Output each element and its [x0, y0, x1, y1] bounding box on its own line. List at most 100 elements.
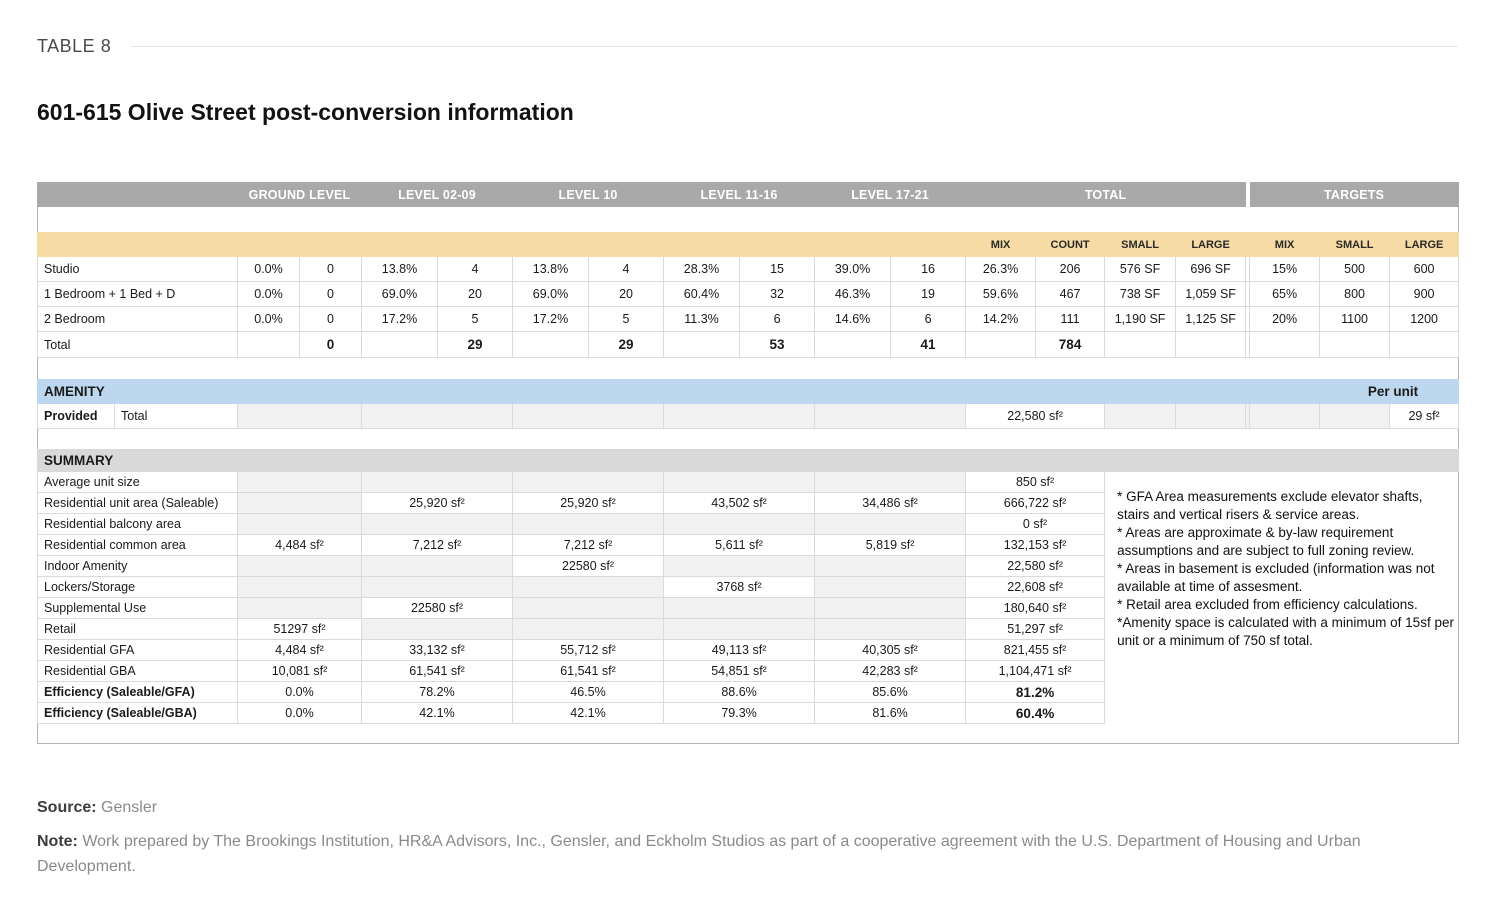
spacer-row [38, 207, 1459, 233]
total-count-cell: 53 [739, 331, 816, 358]
summary-row-label: Indoor Amenity [37, 555, 238, 577]
page-footer: Source: Gensler Note: Work prepared by T… [37, 796, 1382, 879]
footnote-line: * Areas are approximate & by-law require… [1117, 524, 1415, 558]
footnote-line: * Retail area excluded from efficiency c… [1117, 596, 1418, 612]
unit-count-cell: 19 [890, 281, 967, 307]
unit-type-label: 1 Bedroom + 1 Bed + D [37, 281, 238, 307]
unit-count-cell: 4 [588, 256, 665, 282]
targets-large-cell: 900 [1389, 281, 1460, 307]
note-line: Note: Work prepared by The Brookings Ins… [37, 830, 1382, 880]
summary-row-label: Residential common area [37, 534, 238, 556]
mix-pct-cell: 14.6% [814, 306, 892, 332]
amenity-per-unit-value: 29 sf² [1389, 403, 1460, 429]
summary-total-cell: 821,455 sf² [965, 639, 1106, 661]
targets-small-cell: 500 [1319, 256, 1391, 282]
unit-count-cell: 32 [739, 281, 816, 307]
total-count-cell: 111 [1035, 306, 1106, 332]
col-header-ground-level: GROUND LEVEL [237, 182, 362, 207]
report-page: TABLE 8 601-615 Olive Street post-conver… [36, 36, 1460, 879]
unit-count-cell: 6 [739, 306, 816, 332]
summary-total-cell: 22,580 sf² [965, 555, 1106, 577]
summary-row: Average unit size 850 sf² * GFA Area mea… [37, 471, 1459, 724]
mix-pct-cell: 69.0% [512, 281, 590, 307]
subheader-total-large: LARGE [1175, 232, 1247, 257]
table-number-label: TABLE 8 [37, 36, 112, 56]
total-small-cell: 576 SF [1104, 256, 1177, 282]
summary-row: Indoor Amenity 22580 sf² 22,580 sf² [37, 555, 1459, 577]
total-mix-cell: 59.6% [965, 281, 1037, 307]
summary-total-cell: 850 sf² [965, 471, 1106, 493]
subheader-targets-small: SMALL [1319, 232, 1391, 257]
targets-mix-cell: 15% [1249, 256, 1321, 282]
footnote-line: * Areas in basement is excluded (informa… [1117, 560, 1435, 594]
summary-total-cell: 666,722 sf² [965, 492, 1106, 514]
summary-row-label: Residential unit area (Saleable) [37, 492, 238, 514]
targets-large-cell: 1200 [1389, 306, 1460, 332]
summary-total-cell: 60.4% [965, 702, 1106, 724]
summary-row: Residential balcony area 0 sf² [37, 513, 1459, 535]
source-value: Gensler [101, 799, 158, 816]
table-kicker-row: TABLE 8 [37, 36, 1458, 57]
summary-total-cell: 1,104,471 sf² [965, 660, 1106, 682]
summary-row-label: Residential GFA [37, 639, 238, 661]
summary-total-cell: 0 sf² [965, 513, 1106, 535]
unit-count-cell: 15 [739, 256, 816, 282]
subheader-total-count: COUNT [1035, 232, 1106, 257]
footnote-line: * GFA Area measurements exclude elevator… [1117, 489, 1423, 522]
mix-pct-cell: 0.0% [237, 306, 300, 332]
summary-section-header-row: SUMMARY [36, 449, 1460, 472]
mix-pct-cell: 0.0% [237, 281, 300, 307]
subheader-targets-mix: MIX [1249, 232, 1321, 257]
targets-small-cell: 1100 [1319, 306, 1391, 332]
unit-count-cell: 5 [436, 306, 514, 332]
mix-pct-cell: 69.0% [361, 281, 438, 307]
header-spacer-cell [37, 182, 238, 207]
summary-row-label: Efficiency (Saleable/GBA) [37, 702, 238, 724]
unit-count-cell: 5 [588, 306, 665, 332]
summary-total-cell: 22,608 sf² [965, 576, 1106, 598]
amenity-section-header-row: AMENITY Per unit [36, 379, 1460, 404]
mix-pct-cell: 13.8% [361, 256, 438, 282]
targets-large-cell: 600 [1389, 256, 1460, 282]
grand-total-count-cell: 784 [1035, 331, 1106, 358]
total-count-cell: 29 [436, 331, 514, 358]
total-count-cell: 0 [299, 331, 362, 358]
spacer-row [38, 724, 1459, 744]
total-count-cell: 41 [890, 331, 967, 358]
total-large-cell: 1,059 SF [1175, 281, 1247, 307]
summary-row: Efficiency (Saleable/GBA) 0.0% 42.1% 42.… [37, 702, 1459, 724]
per-unit-header: Per unit [1367, 384, 1419, 399]
subheader-total-mix: MIX [965, 232, 1037, 257]
mix-pct-cell: 17.2% [512, 306, 590, 332]
unit-count-cell: 0 [299, 281, 362, 307]
mix-pct-cell: 60.4% [663, 281, 741, 307]
table-footnotes: * GFA Area measurements exclude elevator… [1104, 471, 1459, 724]
summary-total-cell: 51,297 sf² [965, 618, 1106, 640]
unit-count-cell: 16 [890, 256, 967, 282]
summary-section-title: SUMMARY [36, 449, 1460, 472]
subheader-total-small: SMALL [1104, 232, 1177, 257]
unit-type-label: Studio [37, 256, 238, 282]
note-label: Note: [37, 832, 78, 850]
col-header-level-17-21: LEVEL 17-21 [814, 182, 967, 207]
summary-row: Lockers/Storage 3768 sf² 22,608 sf² [37, 576, 1459, 598]
mix-pct-cell: 28.3% [663, 256, 741, 282]
unit-count-cell: 0 [299, 256, 362, 282]
kicker-divider [131, 46, 1458, 47]
unit-mix-total-row: Total 0 29 29 53 41 784 [37, 331, 1460, 358]
col-header-level-10: LEVEL 10 [512, 182, 665, 207]
unit-type-label: 2 Bedroom [37, 306, 238, 332]
footnote-line: *Amenity space is calculated with a mini… [1117, 614, 1454, 648]
summary-row-label: Efficiency (Saleable/GFA) [37, 681, 238, 703]
unit-count-cell: 20 [588, 281, 665, 307]
summary-row-label: Residential GBA [37, 660, 238, 682]
unit-count-cell: 4 [436, 256, 514, 282]
amenity-provided-row: Provided Total 22,580 sf² 29 sf² [37, 403, 1460, 429]
summary-row: Residential GBA 10,081 sf² 61,541 sf² 61… [37, 660, 1459, 682]
summary-row-label: Supplemental Use [37, 597, 238, 619]
summary-total-cell: 81.2% [965, 681, 1106, 703]
unit-count-cell: 20 [436, 281, 514, 307]
summary-row-label: Retail [37, 618, 238, 640]
summary-row-label: Average unit size [37, 471, 238, 493]
col-header-level-11-16: LEVEL 11-16 [663, 182, 816, 207]
